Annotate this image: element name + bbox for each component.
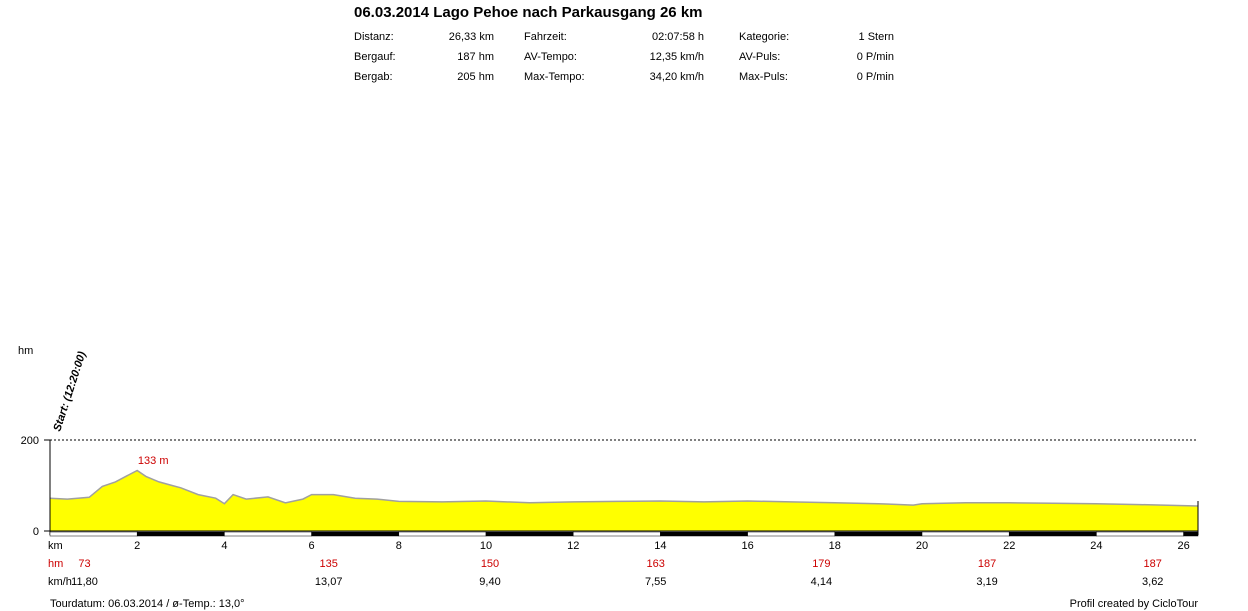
stat-label: Bergab: [354,71,393,83]
page-title: 06.03.2014 Lago Pehoe nach Parkausgang 2… [354,4,703,21]
elevation-line [49,469,1199,507]
km-scale-segment [485,531,574,537]
stat-value: 02:07:58 h [652,31,704,43]
speed-value: 13,07 [315,576,343,588]
row-label-hm: hm [48,558,63,570]
stat-value: 205 hm [457,71,494,83]
x-tick-label: 26 [1177,540,1189,552]
hm-value: 179 [812,558,830,570]
x-tick-label: 10 [480,540,492,552]
stat-label: Max-Tempo: [524,71,585,83]
km-scale-segment [1096,531,1184,537]
km-scale-segment [747,531,836,537]
speed-value: 7,55 [645,576,666,588]
x-tick-label: 24 [1090,540,1102,552]
x-tick-label: 18 [829,540,841,552]
km-scale-segment [398,531,487,537]
x-tick-label: 12 [567,540,579,552]
stat-value: 0 P/min [856,71,894,83]
km-scale-segment [136,531,225,537]
stat-value: 34,20 km/h [649,71,704,83]
stat-label: AV-Puls: [739,51,781,63]
x-tick-label: 22 [1003,540,1015,552]
speed-value: 3,62 [1142,576,1163,588]
km-scale-segment [311,531,400,537]
x-tick-label: 2 [134,540,140,552]
stat-label: Bergauf: [354,51,396,63]
x-tick-label: 4 [221,540,227,552]
stat-value: 1 Stern [858,31,894,43]
tour-date-temp: Tourdatum: 06.03.2014 / ø-Temp.: 13,0° [50,598,245,610]
km-scale-segment [224,531,312,537]
km-scale-segment [1183,531,1199,537]
stat-value: 0 P/min [856,51,894,63]
y-tick-label: 200 [21,435,39,447]
speed-value: 11,80 [71,576,98,588]
hm-value: 150 [481,558,499,570]
x-tick-label: 16 [741,540,753,552]
row-label-kmh: km/h [48,576,72,588]
x-tick-label: 8 [396,540,402,552]
x-tick-label: 14 [654,540,666,552]
x-tick-label: 6 [309,540,315,552]
speed-value: 4,14 [811,576,832,588]
hm-value: 187 [1144,558,1162,570]
km-scale-segment [660,531,748,537]
y-tick-label: 0 [33,526,39,538]
stat-label: Max-Puls: [739,71,788,83]
km-scale-segment [921,531,1010,537]
hm-value: 73 [78,558,90,570]
credit: Profil created by CicloTour [1069,598,1198,610]
hm-value: 163 [647,558,665,570]
stat-label: AV-Tempo: [524,51,577,63]
hm-value: 135 [320,558,338,570]
km-scale-segment [49,531,138,537]
start-label: Start: (12:20:00) [51,350,88,433]
y-axis-label: hm [18,345,33,357]
peak-label: 133 m [138,455,169,467]
km-scale-segment [572,531,661,537]
km-scale-segment [1008,531,1097,537]
stat-label: Kategorie: [739,31,790,43]
speed-value: 9,40 [479,576,500,588]
km-scale-segment [834,531,923,537]
stat-value: 187 hm [457,51,494,63]
stat-value: 26,33 km [448,31,494,43]
x-tick-label: 20 [916,540,928,552]
stat-label: Distanz: [354,31,394,43]
stat-label: Fahrzeit: [524,31,567,43]
elevation-area [50,470,1198,531]
hm-value: 187 [978,558,996,570]
x-axis-label: km [48,540,63,552]
stat-value: 12,35 km/h [649,51,704,63]
speed-value: 3,19 [976,576,997,588]
